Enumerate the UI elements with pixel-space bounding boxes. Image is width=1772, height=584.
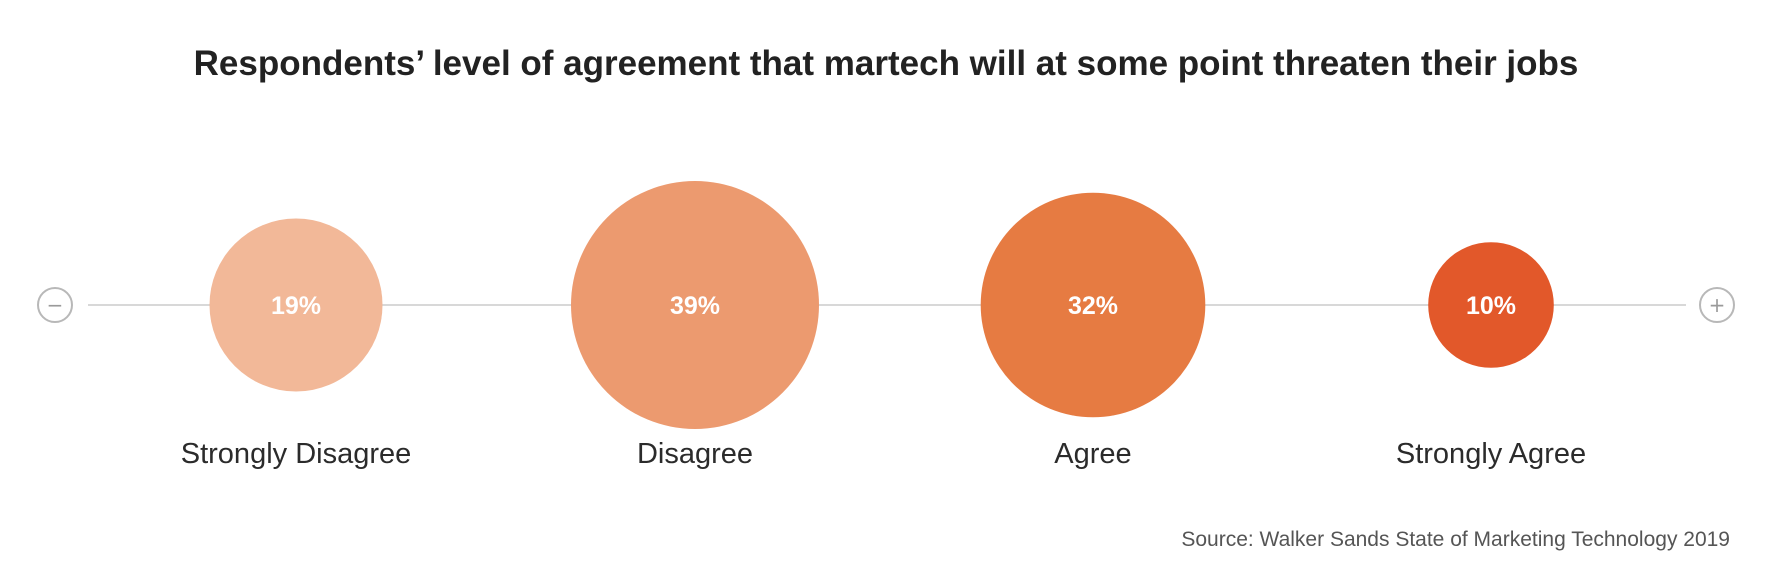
scale-plus-label: +	[1709, 293, 1726, 317]
scale-minus-icon: −	[37, 287, 73, 323]
chart-title: Respondents’ level of agreement that mar…	[193, 44, 1579, 83]
bubble-1	[571, 181, 819, 429]
scale-minus-label: −	[47, 293, 64, 317]
bubble-2	[980, 192, 1206, 418]
bubble-3	[1428, 242, 1554, 368]
category-label-0: Strongly Disagree	[181, 438, 412, 470]
bubble-value-label-3: 10%	[1466, 292, 1516, 320]
bubble-value-label-1: 39%	[670, 292, 720, 320]
category-label-2: Agree	[1054, 438, 1131, 470]
bubble-0	[209, 218, 383, 392]
category-label-3: Strongly Agree	[1396, 438, 1586, 470]
source-note: Source: Walker Sands State of Marketing …	[1181, 528, 1730, 551]
bubble-value-label-0: 19%	[271, 292, 321, 320]
bubble-group: 19% Strongly Disagree 39% Disagree 32% Agree 1…	[181, 181, 1586, 470]
scale-plus-icon: +	[1699, 287, 1735, 323]
category-label-1: Disagree	[637, 438, 753, 470]
bubble-value-label-2: 32%	[1068, 292, 1118, 320]
